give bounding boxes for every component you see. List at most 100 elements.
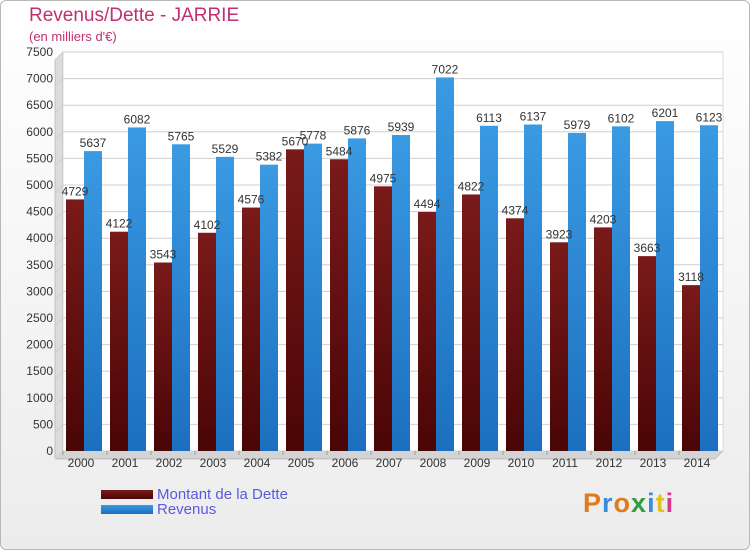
logo-letter: r (602, 488, 614, 518)
bar-revenue (304, 143, 322, 451)
y-tick-label: 5000 (26, 178, 53, 192)
gridline-side (54, 450, 64, 460)
bar-debt (154, 262, 172, 451)
bar-debt (110, 231, 128, 451)
x-tick-label: 2005 (288, 456, 315, 470)
bar-revenue (656, 121, 674, 451)
x-tick-label: 2006 (332, 456, 359, 470)
bar-debt (286, 149, 304, 451)
bar-debt (418, 211, 436, 451)
data-label-revenue: 5979 (564, 118, 591, 132)
x-tick-label: 2010 (508, 456, 535, 470)
data-label-revenue: 7022 (432, 62, 459, 76)
y-tick-label: 4000 (26, 231, 53, 245)
x-tick-label: 2013 (640, 456, 667, 470)
gridline-side (54, 370, 64, 380)
bar-revenue (84, 151, 102, 451)
y-tick-label: 2000 (26, 338, 53, 352)
y-tick-label: 6500 (26, 98, 53, 112)
legend: Montant de la Dette Revenus (101, 487, 288, 517)
data-label-debt: 5670 (282, 134, 309, 148)
x-tick-label: 2002 (156, 456, 183, 470)
data-label-debt: 4374 (502, 203, 529, 217)
bar-revenue (568, 132, 586, 451)
gridline-side (54, 264, 64, 274)
x-tick-label: 2011 (552, 456, 578, 470)
bar-debt (682, 285, 700, 451)
chart-title: Revenus/Dette - JARRIE (29, 5, 240, 26)
y-tick-label: 7000 (26, 72, 53, 86)
bar-debt (198, 232, 216, 451)
data-label-revenue: 6123 (696, 110, 723, 124)
data-label-debt: 4102 (194, 218, 221, 232)
bar-revenue (480, 125, 498, 452)
gridline-side (54, 291, 64, 300)
y-tick-label: 3500 (26, 258, 53, 272)
bar-debt (66, 199, 84, 451)
data-label-revenue: 5939 (388, 120, 415, 134)
bar-debt (550, 242, 568, 451)
bar-revenue (128, 127, 146, 452)
x-tick-label: 2004 (244, 456, 271, 470)
x-tick-label: 2008 (420, 456, 447, 470)
gridline-side (54, 158, 64, 167)
bar-debt (462, 194, 480, 451)
bar-revenue (612, 126, 630, 451)
gridline-side (54, 51, 64, 61)
data-label-revenue: 5637 (80, 136, 107, 150)
gridline-side (54, 237, 64, 247)
legend-item-revenue: Revenus (101, 502, 288, 517)
gridline-side (54, 424, 64, 433)
y-tick-label: 5500 (26, 151, 53, 165)
x-tick-label: 2009 (464, 456, 491, 470)
logo-letter: i (665, 488, 675, 518)
y-tick-label: 2500 (26, 311, 53, 325)
y-tick-label: 1000 (26, 391, 53, 405)
data-label-revenue: 6082 (124, 112, 151, 126)
y-tick-label: 3000 (26, 284, 53, 298)
plot-side-wall (54, 51, 64, 460)
logo-letter: x (631, 488, 648, 518)
bar-debt (594, 227, 612, 451)
bar-revenue (216, 156, 234, 452)
data-label-debt: 4494 (414, 197, 441, 211)
y-tick-label: 7500 (26, 45, 53, 59)
bar-debt (374, 186, 392, 451)
y-tick-label: 1500 (26, 364, 53, 378)
legend-label-revenue: Revenus (157, 501, 217, 518)
logo-letter: o (613, 488, 632, 518)
x-tick-label: 2003 (200, 456, 227, 470)
bar-debt (330, 159, 348, 451)
bar-revenue (436, 77, 454, 452)
data-label-debt: 3543 (150, 248, 177, 262)
gridline-side (54, 397, 64, 407)
bar-debt (638, 256, 656, 451)
bar-revenue (260, 164, 278, 451)
gridline-side (54, 211, 64, 220)
data-label-revenue: 5876 (344, 123, 371, 137)
bar-revenue (700, 125, 718, 451)
gridline-side (54, 78, 64, 87)
data-label-revenue: 5382 (256, 150, 283, 164)
gridline-side (54, 184, 64, 194)
x-tick-label: 2007 (376, 456, 403, 470)
gridline-side (54, 104, 64, 114)
legend-item-debt: Montant de la Dette (101, 487, 288, 502)
data-label-revenue: 5778 (300, 129, 327, 143)
logo-letter: i (647, 488, 656, 518)
x-tick-label: 2000 (68, 456, 95, 470)
data-label-revenue: 6137 (520, 110, 547, 124)
data-label-revenue: 5529 (212, 142, 239, 156)
data-label-debt: 4975 (370, 171, 397, 185)
data-label-debt: 4822 (458, 179, 485, 193)
data-label-revenue: 6201 (652, 106, 679, 120)
chart-subtitle: (en milliers d'€) (29, 29, 117, 44)
gridline-side (54, 317, 64, 327)
data-label-debt: 4729 (62, 184, 89, 198)
logo-letter: P (583, 488, 603, 518)
x-tick-label: 2014 (684, 456, 711, 470)
logo-letter: t (655, 488, 666, 518)
legend-swatch-revenue (101, 505, 153, 514)
x-tick-label: 2012 (596, 456, 623, 470)
